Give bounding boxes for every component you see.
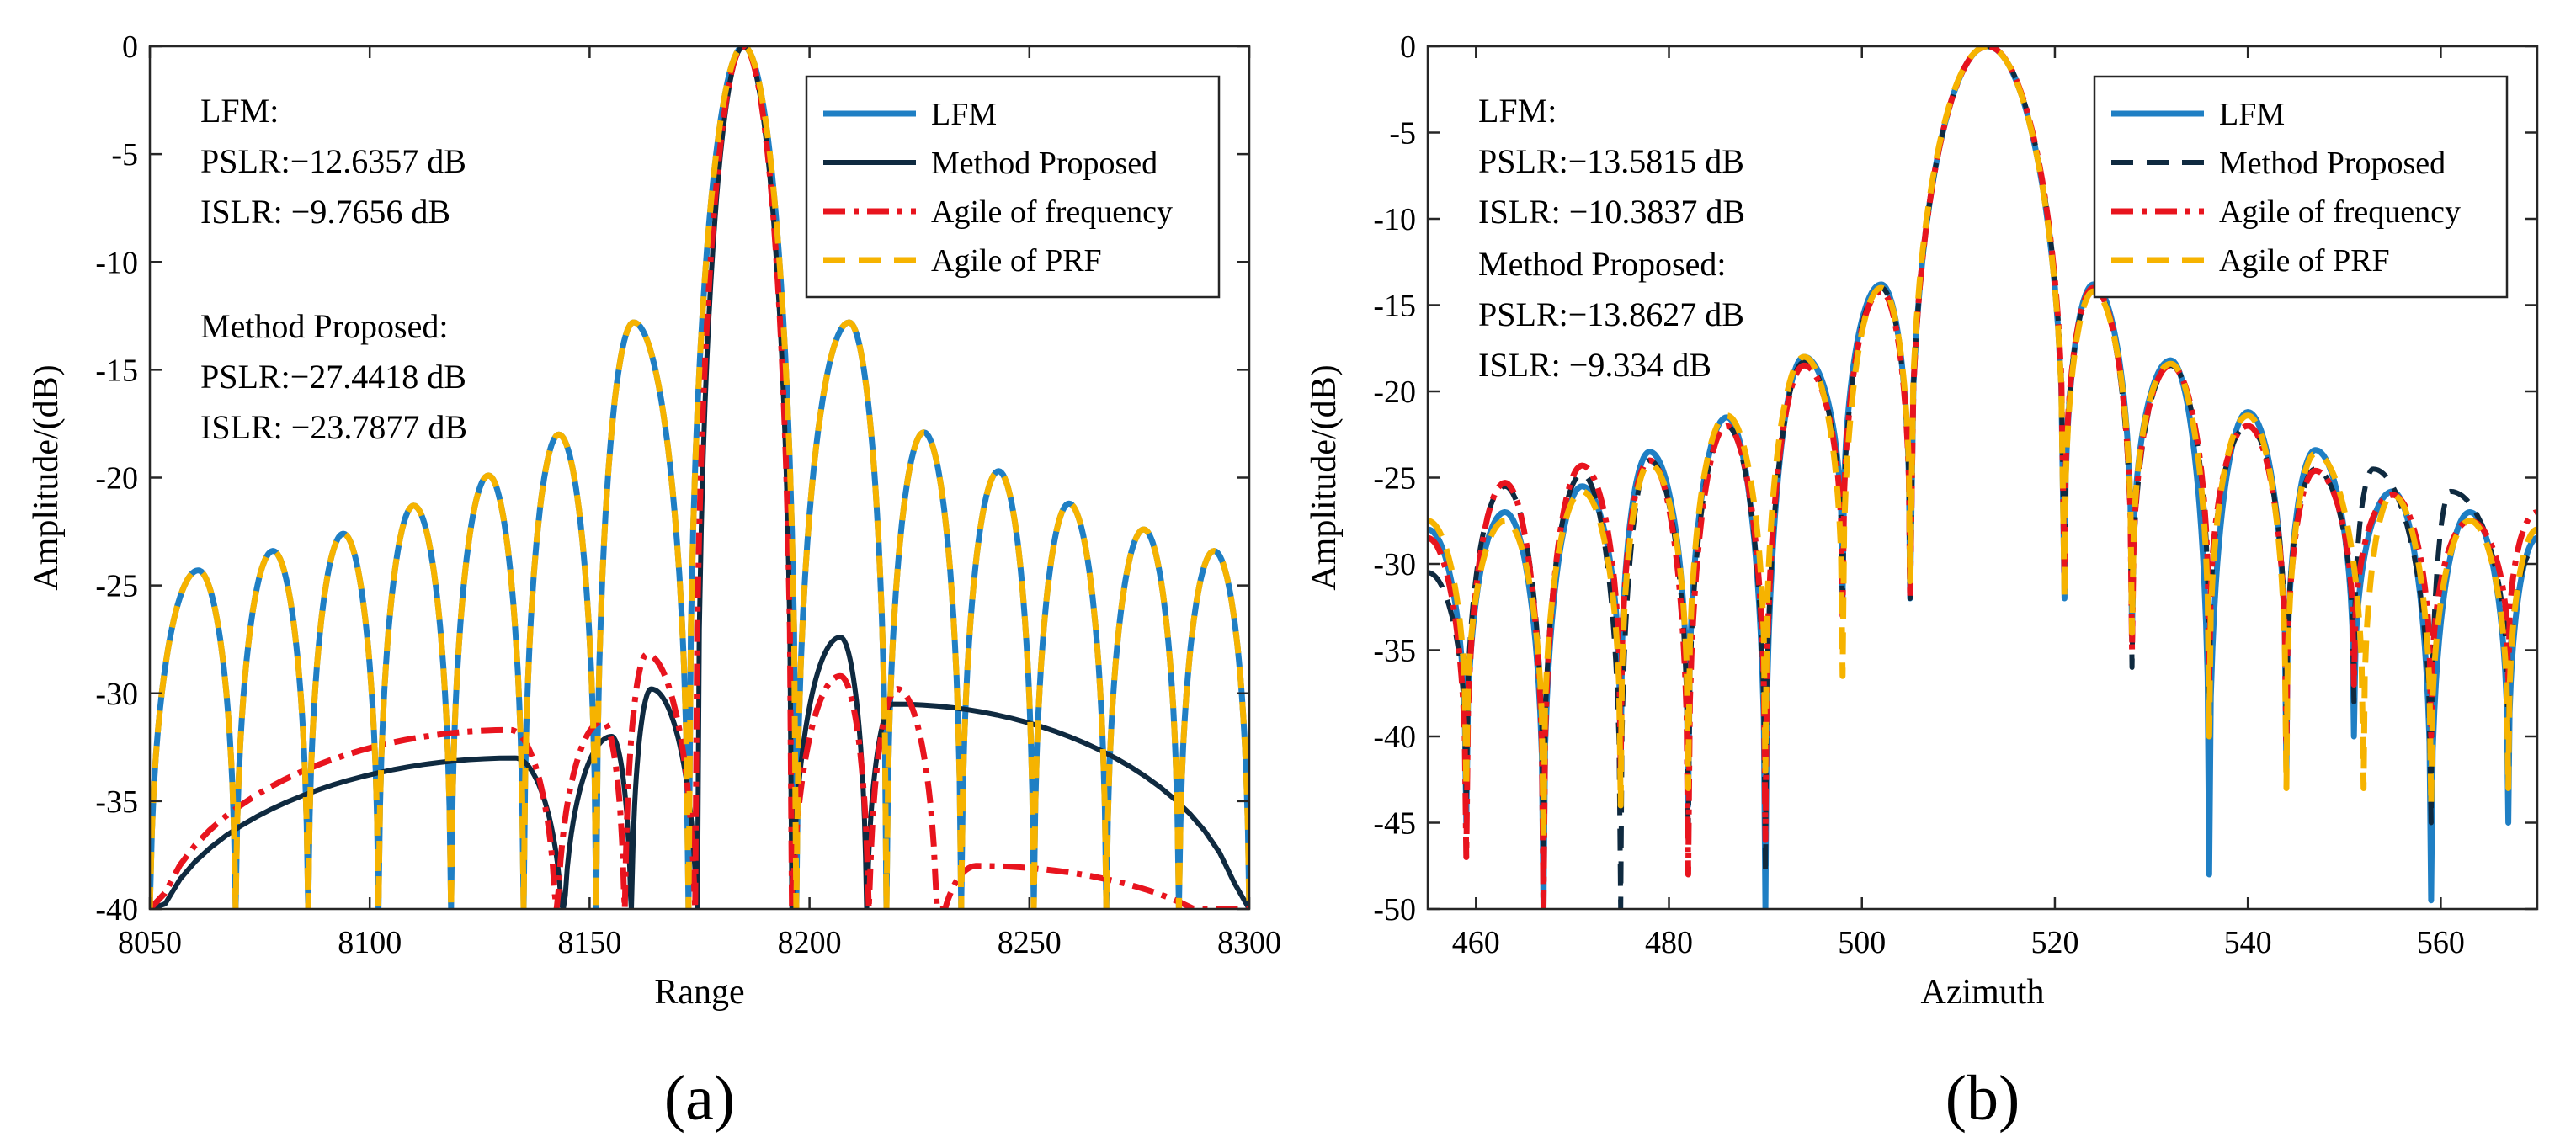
y-tick-label: -45 xyxy=(1373,806,1416,842)
x-tick-label: 500 xyxy=(1838,925,1886,960)
y-tick-label: -40 xyxy=(1373,720,1416,755)
y-tick-label: -25 xyxy=(1373,461,1416,497)
y-tick-label: 0 xyxy=(122,29,138,65)
y-axis-label: Amplitude/(dB) xyxy=(1305,364,1344,590)
series-line-agile-of-prf xyxy=(150,46,1249,909)
x-tick-label: 8250 xyxy=(998,925,1062,960)
x-tick-label: 560 xyxy=(2417,925,2465,960)
chart-panel-b: 0 -5 -10 -15 -20 -25 -30 -35 -40 -45 -50 460 480 500 5… xyxy=(1305,29,2539,1134)
annotation-lfm-line: PSLR:−13.5815 dB xyxy=(1478,142,1744,180)
y-tick-label: -30 xyxy=(95,677,138,712)
annotation-lfm-line: LFM: xyxy=(200,92,279,130)
legend-label: Method Proposed xyxy=(2219,146,2446,181)
panel-label: (a) xyxy=(664,1063,735,1134)
x-tick-label: 480 xyxy=(1645,925,1693,960)
y-tick-label: -15 xyxy=(1373,289,1416,324)
data-point-agile-of-prf-3 xyxy=(1649,464,1650,465)
x-tick-label: 8300 xyxy=(1217,925,1281,960)
legend-label: Agile of PRF xyxy=(931,243,1102,279)
x-tick-label: 540 xyxy=(2224,925,2272,960)
annotation-method-line: ISLR: −23.7877 dB xyxy=(200,408,467,446)
y-tick-label: 0 xyxy=(1400,29,1416,65)
annotation-lfm-line: LFM: xyxy=(1478,92,1557,130)
series-line-agile-of-frequency xyxy=(150,46,1249,909)
data-point-method-proposed-2 xyxy=(1582,474,1583,475)
y-tick-label: -50 xyxy=(1373,892,1416,927)
legend-label: Agile of frequency xyxy=(931,194,1173,230)
annotation-lfm-line: ISLR: −10.3837 dB xyxy=(1478,193,1745,231)
x-tick-label: 8150 xyxy=(557,925,621,960)
y-tick-label: -15 xyxy=(95,353,138,388)
y-axis-label: Amplitude/(dB) xyxy=(27,364,66,590)
y-tick-label: -35 xyxy=(95,784,138,820)
legend: LFM Method Proposed Agile of frequency Agil… xyxy=(805,75,1221,299)
y-tick-label: -20 xyxy=(95,461,138,497)
annotation-method-line: PSLR:−27.4418 dB xyxy=(200,358,466,396)
x-axis-label: Azimuth xyxy=(1921,973,2045,1012)
data-point-agile-of-prf-11 xyxy=(2315,453,2316,454)
y-tick-label: -30 xyxy=(1373,547,1416,582)
annotation-method-line: Method Proposed: xyxy=(1478,245,1726,283)
annotation-lfm-line: ISLR: −9.7656 dB xyxy=(200,193,450,231)
x-axis-label: Range xyxy=(654,973,744,1012)
series-line-agile-of-frequency xyxy=(1428,46,2537,909)
x-tick-label: 520 xyxy=(2030,925,2078,960)
legend: LFM Method Proposed Agile of frequency Agil… xyxy=(2093,75,2509,299)
x-tick-label: 8050 xyxy=(118,925,182,960)
y-tick-label: -35 xyxy=(1373,634,1416,669)
annotation-method-line: PSLR:−13.8627 dB xyxy=(1478,295,1744,333)
data-point-agile-of-frequency-0 xyxy=(510,730,511,731)
x-tick-label: 8100 xyxy=(338,925,402,960)
data-point-agile-of-frequency-1 xyxy=(603,721,604,722)
data-point-agile-of-prf-2 xyxy=(1582,491,1583,492)
annotation-method-line: Method Proposed: xyxy=(200,307,448,345)
legend-label: Agile of frequency xyxy=(2219,194,2461,230)
annotation-lfm-line: PSLR:−12.6357 dB xyxy=(200,142,466,180)
legend-label: LFM xyxy=(931,97,997,132)
legend-label: Agile of PRF xyxy=(2219,243,2390,279)
legend-label: LFM xyxy=(2219,97,2285,132)
y-tick-label: -25 xyxy=(95,569,138,604)
y-tick-label: -5 xyxy=(111,137,138,173)
x-tick-label: 8200 xyxy=(778,925,842,960)
y-tick-label: -20 xyxy=(1373,375,1416,410)
y-tick-label: -40 xyxy=(95,892,138,927)
panel-label: (b) xyxy=(1945,1063,2020,1134)
y-tick-label: -10 xyxy=(1373,202,1416,237)
legend-label: Method Proposed xyxy=(931,146,1158,181)
y-tick-label: -10 xyxy=(95,245,138,280)
x-tick-label: 460 xyxy=(1452,925,1500,960)
annotation-method-line: ISLR: −9.334 dB xyxy=(1478,346,1711,384)
y-tick-label: -5 xyxy=(1389,116,1416,151)
